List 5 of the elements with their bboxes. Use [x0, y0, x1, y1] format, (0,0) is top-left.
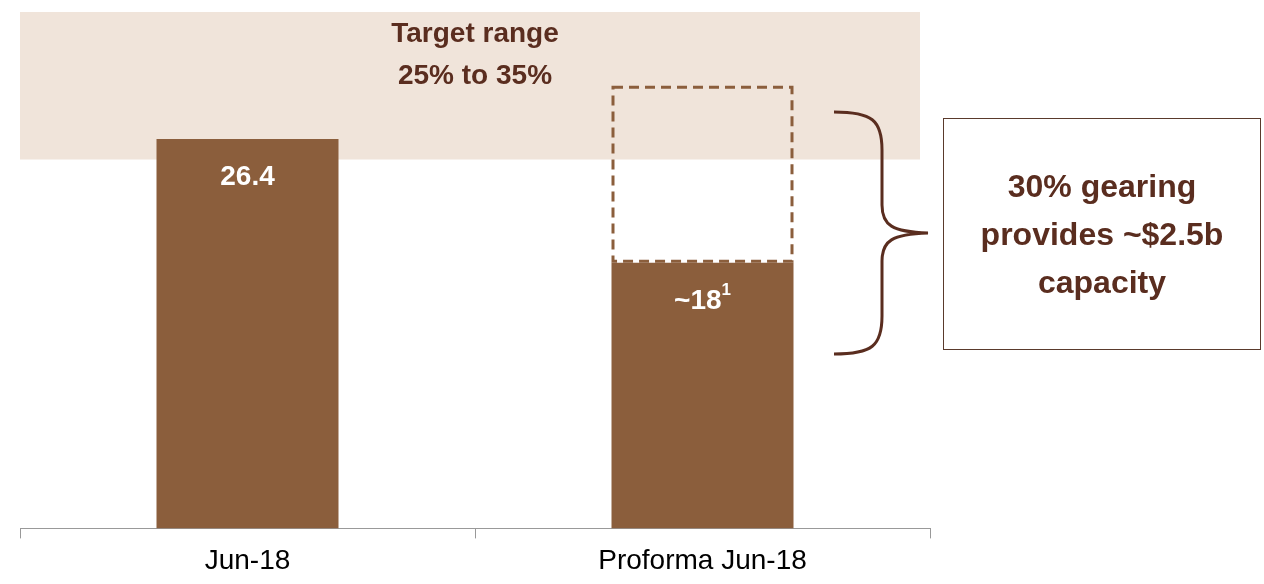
text: 30% gearing provides ~$2.5b capacity: [943, 118, 1261, 350]
band-label: Target range 25% to 35%: [391, 17, 559, 90]
x-tick-label: Proforma Jun-18: [598, 543, 807, 575]
x-tick-label: Jun-18: [204, 543, 291, 575]
data-label: 26.4: [220, 159, 276, 191]
